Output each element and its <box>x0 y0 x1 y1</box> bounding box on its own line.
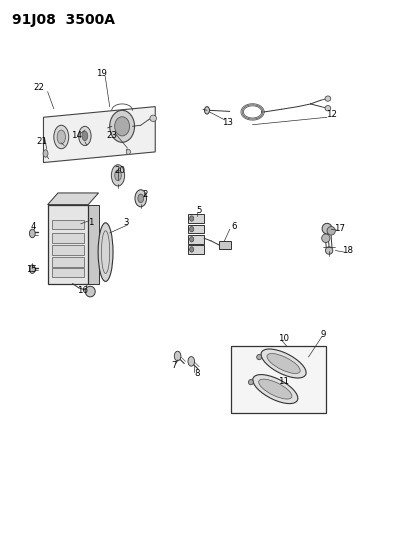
Text: 91J08  3500A: 91J08 3500A <box>12 13 115 27</box>
Text: 20: 20 <box>114 166 125 175</box>
Ellipse shape <box>321 223 331 234</box>
Ellipse shape <box>43 150 48 157</box>
Text: 5: 5 <box>195 206 201 215</box>
Bar <box>52 257 84 266</box>
Text: 1: 1 <box>88 219 94 227</box>
Ellipse shape <box>258 379 291 399</box>
Ellipse shape <box>189 247 193 252</box>
Text: 10: 10 <box>278 334 288 343</box>
Text: 9: 9 <box>320 330 325 339</box>
Ellipse shape <box>29 229 35 238</box>
Bar <box>187 245 204 254</box>
Ellipse shape <box>189 237 193 242</box>
Polygon shape <box>88 205 98 284</box>
Ellipse shape <box>85 286 95 297</box>
Text: 22: 22 <box>34 84 45 92</box>
Ellipse shape <box>326 227 335 235</box>
Bar <box>187 214 204 223</box>
Ellipse shape <box>126 149 130 155</box>
Ellipse shape <box>98 223 113 281</box>
Ellipse shape <box>174 351 180 361</box>
Bar <box>230 346 325 413</box>
Text: 15: 15 <box>26 265 36 273</box>
Ellipse shape <box>135 190 146 207</box>
Bar <box>47 205 88 284</box>
Ellipse shape <box>266 353 299 374</box>
Text: 14: 14 <box>71 132 82 140</box>
Bar <box>52 245 84 255</box>
Bar <box>52 220 84 229</box>
Ellipse shape <box>204 107 209 114</box>
Text: 13: 13 <box>222 118 233 127</box>
Bar <box>52 268 84 277</box>
Ellipse shape <box>150 115 156 122</box>
Ellipse shape <box>114 170 121 181</box>
Ellipse shape <box>256 354 261 360</box>
Text: 17: 17 <box>333 224 344 232</box>
Polygon shape <box>47 193 98 205</box>
Ellipse shape <box>324 96 330 101</box>
Ellipse shape <box>29 265 35 273</box>
Ellipse shape <box>189 216 193 221</box>
Text: 11: 11 <box>278 377 288 385</box>
Ellipse shape <box>138 194 143 203</box>
Text: 23: 23 <box>106 132 117 140</box>
Ellipse shape <box>82 131 88 141</box>
Ellipse shape <box>248 379 253 385</box>
Ellipse shape <box>321 234 329 243</box>
Ellipse shape <box>252 375 297 403</box>
Ellipse shape <box>78 126 91 146</box>
Ellipse shape <box>261 349 305 378</box>
Ellipse shape <box>111 165 124 186</box>
Text: 21: 21 <box>36 137 47 146</box>
Text: 7: 7 <box>171 361 176 369</box>
Text: 12: 12 <box>325 110 336 119</box>
Bar <box>52 233 84 243</box>
Bar <box>187 235 204 244</box>
Polygon shape <box>43 107 155 163</box>
Text: 6: 6 <box>230 222 236 231</box>
Ellipse shape <box>54 125 69 149</box>
Bar <box>219 241 230 249</box>
Ellipse shape <box>188 357 194 366</box>
Ellipse shape <box>57 130 65 144</box>
Ellipse shape <box>189 227 193 232</box>
Text: 8: 8 <box>193 369 199 377</box>
Text: 19: 19 <box>96 69 107 78</box>
Bar <box>187 225 204 233</box>
Ellipse shape <box>114 117 129 136</box>
Text: 4: 4 <box>30 222 36 231</box>
Text: 16: 16 <box>77 286 88 295</box>
Text: 2: 2 <box>142 190 147 199</box>
Ellipse shape <box>324 106 330 111</box>
Ellipse shape <box>325 247 332 254</box>
Text: 18: 18 <box>342 246 352 255</box>
Text: 3: 3 <box>123 219 129 227</box>
Ellipse shape <box>109 110 134 142</box>
